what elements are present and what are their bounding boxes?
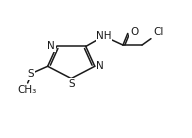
Text: S: S [68,79,74,89]
Text: N: N [47,41,55,51]
Text: S: S [28,69,34,79]
Text: O: O [130,27,138,37]
Text: N: N [96,61,104,71]
Text: CH₃: CH₃ [17,85,36,95]
Text: NH: NH [96,31,112,41]
Text: Cl: Cl [153,27,164,37]
